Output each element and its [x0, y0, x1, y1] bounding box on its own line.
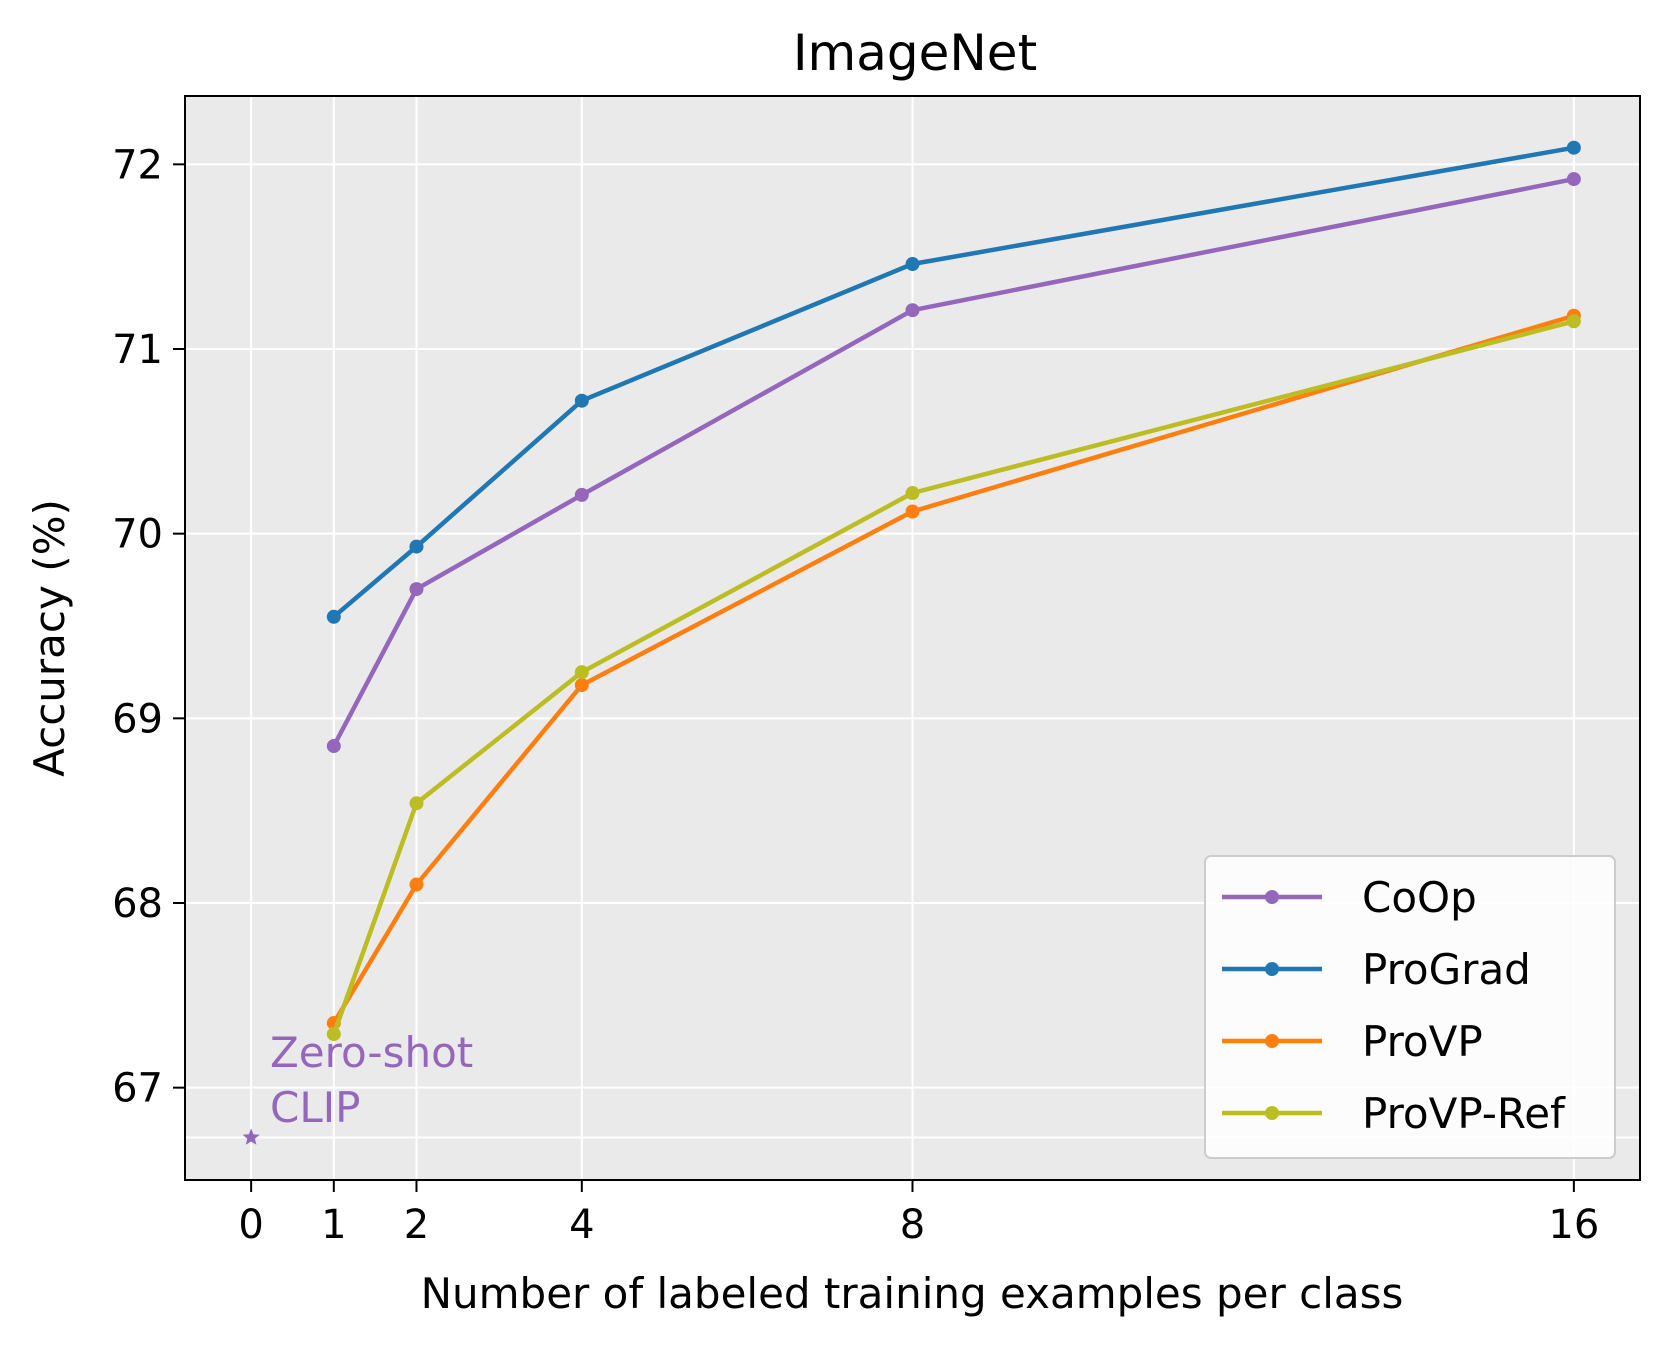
- legend-label: CoOp: [1362, 873, 1477, 922]
- legend-item-provp: ProVP: [1222, 1017, 1483, 1066]
- series-provp-ref: [326, 314, 1581, 1042]
- y-axis-ticks: 67 68 69 70 71 72: [112, 142, 185, 1112]
- x-tick-label: 0: [238, 1202, 263, 1248]
- x-tick-label: 8: [900, 1202, 925, 1248]
- data-point: [409, 582, 424, 597]
- data-point: [1566, 140, 1581, 155]
- zero-shot-label-line2: CLIP: [270, 1083, 360, 1132]
- chart-title: ImageNet: [793, 24, 1037, 82]
- x-tick-label: 2: [404, 1202, 429, 1248]
- y-tick-label: 72: [112, 142, 163, 188]
- data-point: [326, 739, 341, 754]
- data-point: [326, 1027, 341, 1042]
- legend-item-provp-ref: ProVP-Ref: [1222, 1089, 1566, 1138]
- y-tick-label: 68: [112, 881, 163, 927]
- legend-swatch-marker: [1265, 962, 1279, 976]
- x-tick-label: 16: [1548, 1202, 1599, 1248]
- y-tick-label: 69: [112, 696, 163, 742]
- data-point: [574, 393, 589, 408]
- grid-lines: [185, 96, 1640, 1180]
- x-tick-label: 4: [569, 1202, 594, 1248]
- y-tick-label: 70: [112, 512, 163, 558]
- data-point: [905, 504, 920, 519]
- data-point: [574, 678, 589, 693]
- legend-swatch-marker: [1265, 1034, 1279, 1048]
- data-point: [409, 796, 424, 811]
- legend-box: [1204, 855, 1616, 1159]
- data-point: [905, 257, 920, 272]
- legend-swatch-marker: [1265, 1106, 1279, 1120]
- x-tick-label: 1: [321, 1202, 346, 1248]
- legend-label: ProVP: [1362, 1017, 1483, 1066]
- legend-label: ProVP-Ref: [1362, 1089, 1566, 1138]
- zero-shot-star-marker: [242, 1128, 260, 1145]
- x-axis-label: Number of labeled training examples per …: [421, 1269, 1404, 1318]
- y-axis-label: Accuracy (%): [25, 499, 74, 777]
- data-point: [409, 877, 424, 892]
- data-point: [905, 486, 920, 501]
- series-prograd: [326, 140, 1581, 624]
- legend-swatch-marker: [1265, 890, 1279, 904]
- x-axis-ticks: 0 1 2 4 8 16: [238, 1180, 1599, 1248]
- zero-shot-label-line1: Zero-shot: [270, 1028, 473, 1077]
- legend-item-prograd: ProGrad: [1222, 945, 1531, 994]
- series-coop: [326, 172, 1581, 754]
- legend-item-coop: CoOp: [1222, 873, 1477, 922]
- zero-shot-annotation: Zero-shot CLIP: [242, 1028, 473, 1145]
- data-point: [574, 665, 589, 680]
- data-point: [1566, 172, 1581, 187]
- data-point: [905, 303, 920, 318]
- series-layer: [326, 140, 1581, 1042]
- y-tick-label: 71: [112, 327, 163, 373]
- data-point: [1566, 314, 1581, 329]
- legend: CoOp ProGrad ProVP ProVP-Ref: [1204, 855, 1616, 1159]
- data-point: [574, 487, 589, 502]
- data-point: [326, 609, 341, 624]
- legend-label: ProGrad: [1362, 945, 1531, 994]
- data-point: [409, 539, 424, 554]
- y-tick-label: 67: [112, 1066, 163, 1112]
